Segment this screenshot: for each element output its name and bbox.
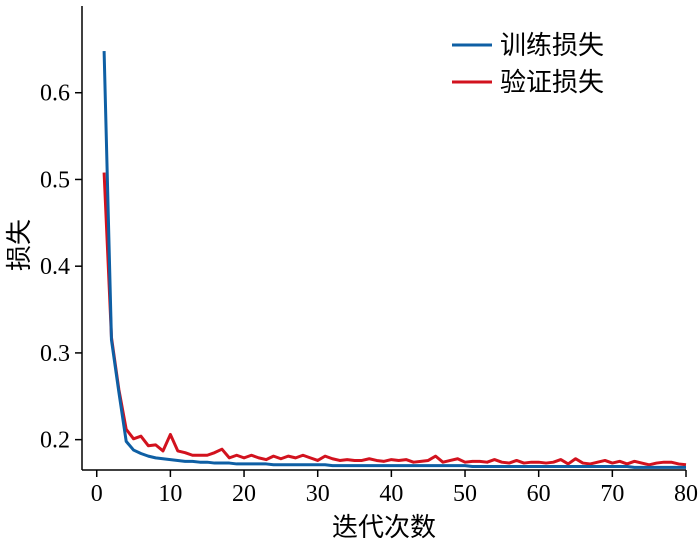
y-ticks: 0.2 0.3 0.4 0.5 0.6 <box>40 81 82 454</box>
y-tick-label: 0.5 <box>40 167 70 193</box>
axes-layer <box>81 6 686 471</box>
series-layer <box>102 51 687 469</box>
x-axis-title: 迭代次数 <box>332 513 436 543</box>
y-tick-label: 0.2 <box>40 428 70 454</box>
x-tick-label: 20 <box>232 481 256 507</box>
y-tick-label: 0.4 <box>40 254 70 280</box>
series-line-train <box>102 51 686 469</box>
x-ticks: 0 10 20 30 40 50 60 70 80 <box>91 470 698 507</box>
x-tick-label: 30 <box>306 481 330 507</box>
legend-label-val: 验证损失 <box>500 68 604 98</box>
x-tick-label: 60 <box>527 481 551 507</box>
x-tick-label: 0 <box>91 481 103 507</box>
x-tick-label: 10 <box>158 481 182 507</box>
x-tick-label: 80 <box>674 481 698 507</box>
y-tick-label: 0.3 <box>40 341 70 367</box>
y-axis-title: 损失 <box>5 219 35 271</box>
x-tick-label: 40 <box>379 481 403 507</box>
legend-label-train: 训练损失 <box>500 31 604 61</box>
x-tick-label: 70 <box>600 481 624 507</box>
x-tick-label: 50 <box>453 481 477 507</box>
legend: 训练损失 验证损失 <box>452 31 604 98</box>
y-tick-label: 0.6 <box>40 81 70 107</box>
series-line-val <box>102 172 687 467</box>
